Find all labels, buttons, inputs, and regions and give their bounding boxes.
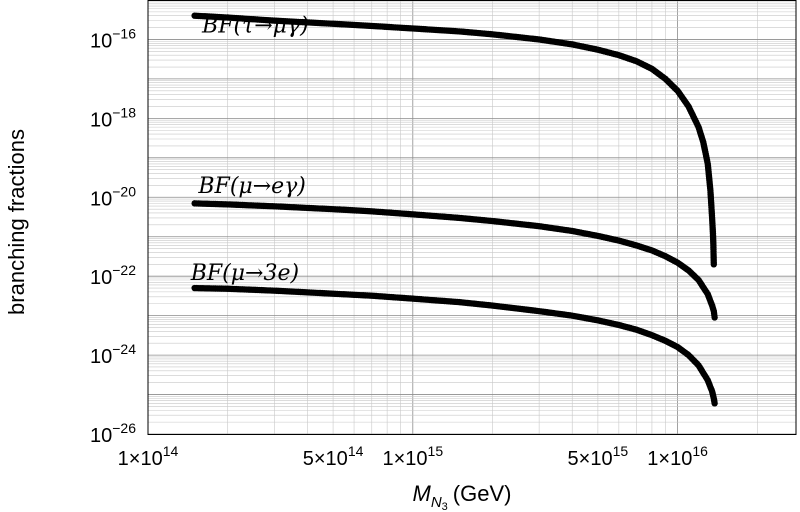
series-3 xyxy=(191,284,718,407)
x-tick-label: 5×1015 xyxy=(568,443,629,470)
y-tick-label: 10−16 xyxy=(90,25,136,52)
x-tick-labels: 1×1014 5×1014 1×1015 5×1015 1×1016 xyxy=(118,443,708,470)
series-label: BF(μ→eγ) xyxy=(197,174,306,199)
y-tick-label: 10−22 xyxy=(90,262,136,289)
series-label: BF(μ→3e) xyxy=(190,261,299,286)
x-axis-label-subsub: 3 xyxy=(442,501,448,512)
y-tick-label: 10−18 xyxy=(90,104,136,131)
x-axis-label-sub: N xyxy=(431,494,442,511)
data-point xyxy=(710,261,717,268)
series-1 xyxy=(191,12,717,268)
x-tick-label: 1×1014 xyxy=(118,443,179,470)
data-point xyxy=(711,400,718,407)
plot-frame xyxy=(147,0,797,435)
x-axis-label-unit: (GeV) xyxy=(453,481,512,506)
x-axis-label: MN3 (GeV) xyxy=(413,481,512,512)
x-axis-label-main: M xyxy=(413,481,432,506)
x-tick-label: 5×1014 xyxy=(303,443,364,470)
data-point xyxy=(711,314,718,321)
series-layer xyxy=(191,12,718,407)
series-label: BF(τ→μγ) xyxy=(201,14,309,39)
y-axis-label: branching fractions xyxy=(4,129,29,315)
series-2 xyxy=(191,200,718,321)
series-labels: BF(τ→μγ) BF(μ→eγ) BF(μ→3e) xyxy=(190,14,309,286)
y-tick-label: 10−26 xyxy=(90,420,136,447)
x-tick-label: 1×1016 xyxy=(647,443,708,470)
y-tick-label: 10−24 xyxy=(90,341,136,368)
x-tick-label: 1×1015 xyxy=(382,443,443,470)
y-tick-labels: 10−16 10−18 10−20 10−22 10−24 10−26 xyxy=(90,25,136,447)
y-tick-label: 10−20 xyxy=(90,183,136,210)
